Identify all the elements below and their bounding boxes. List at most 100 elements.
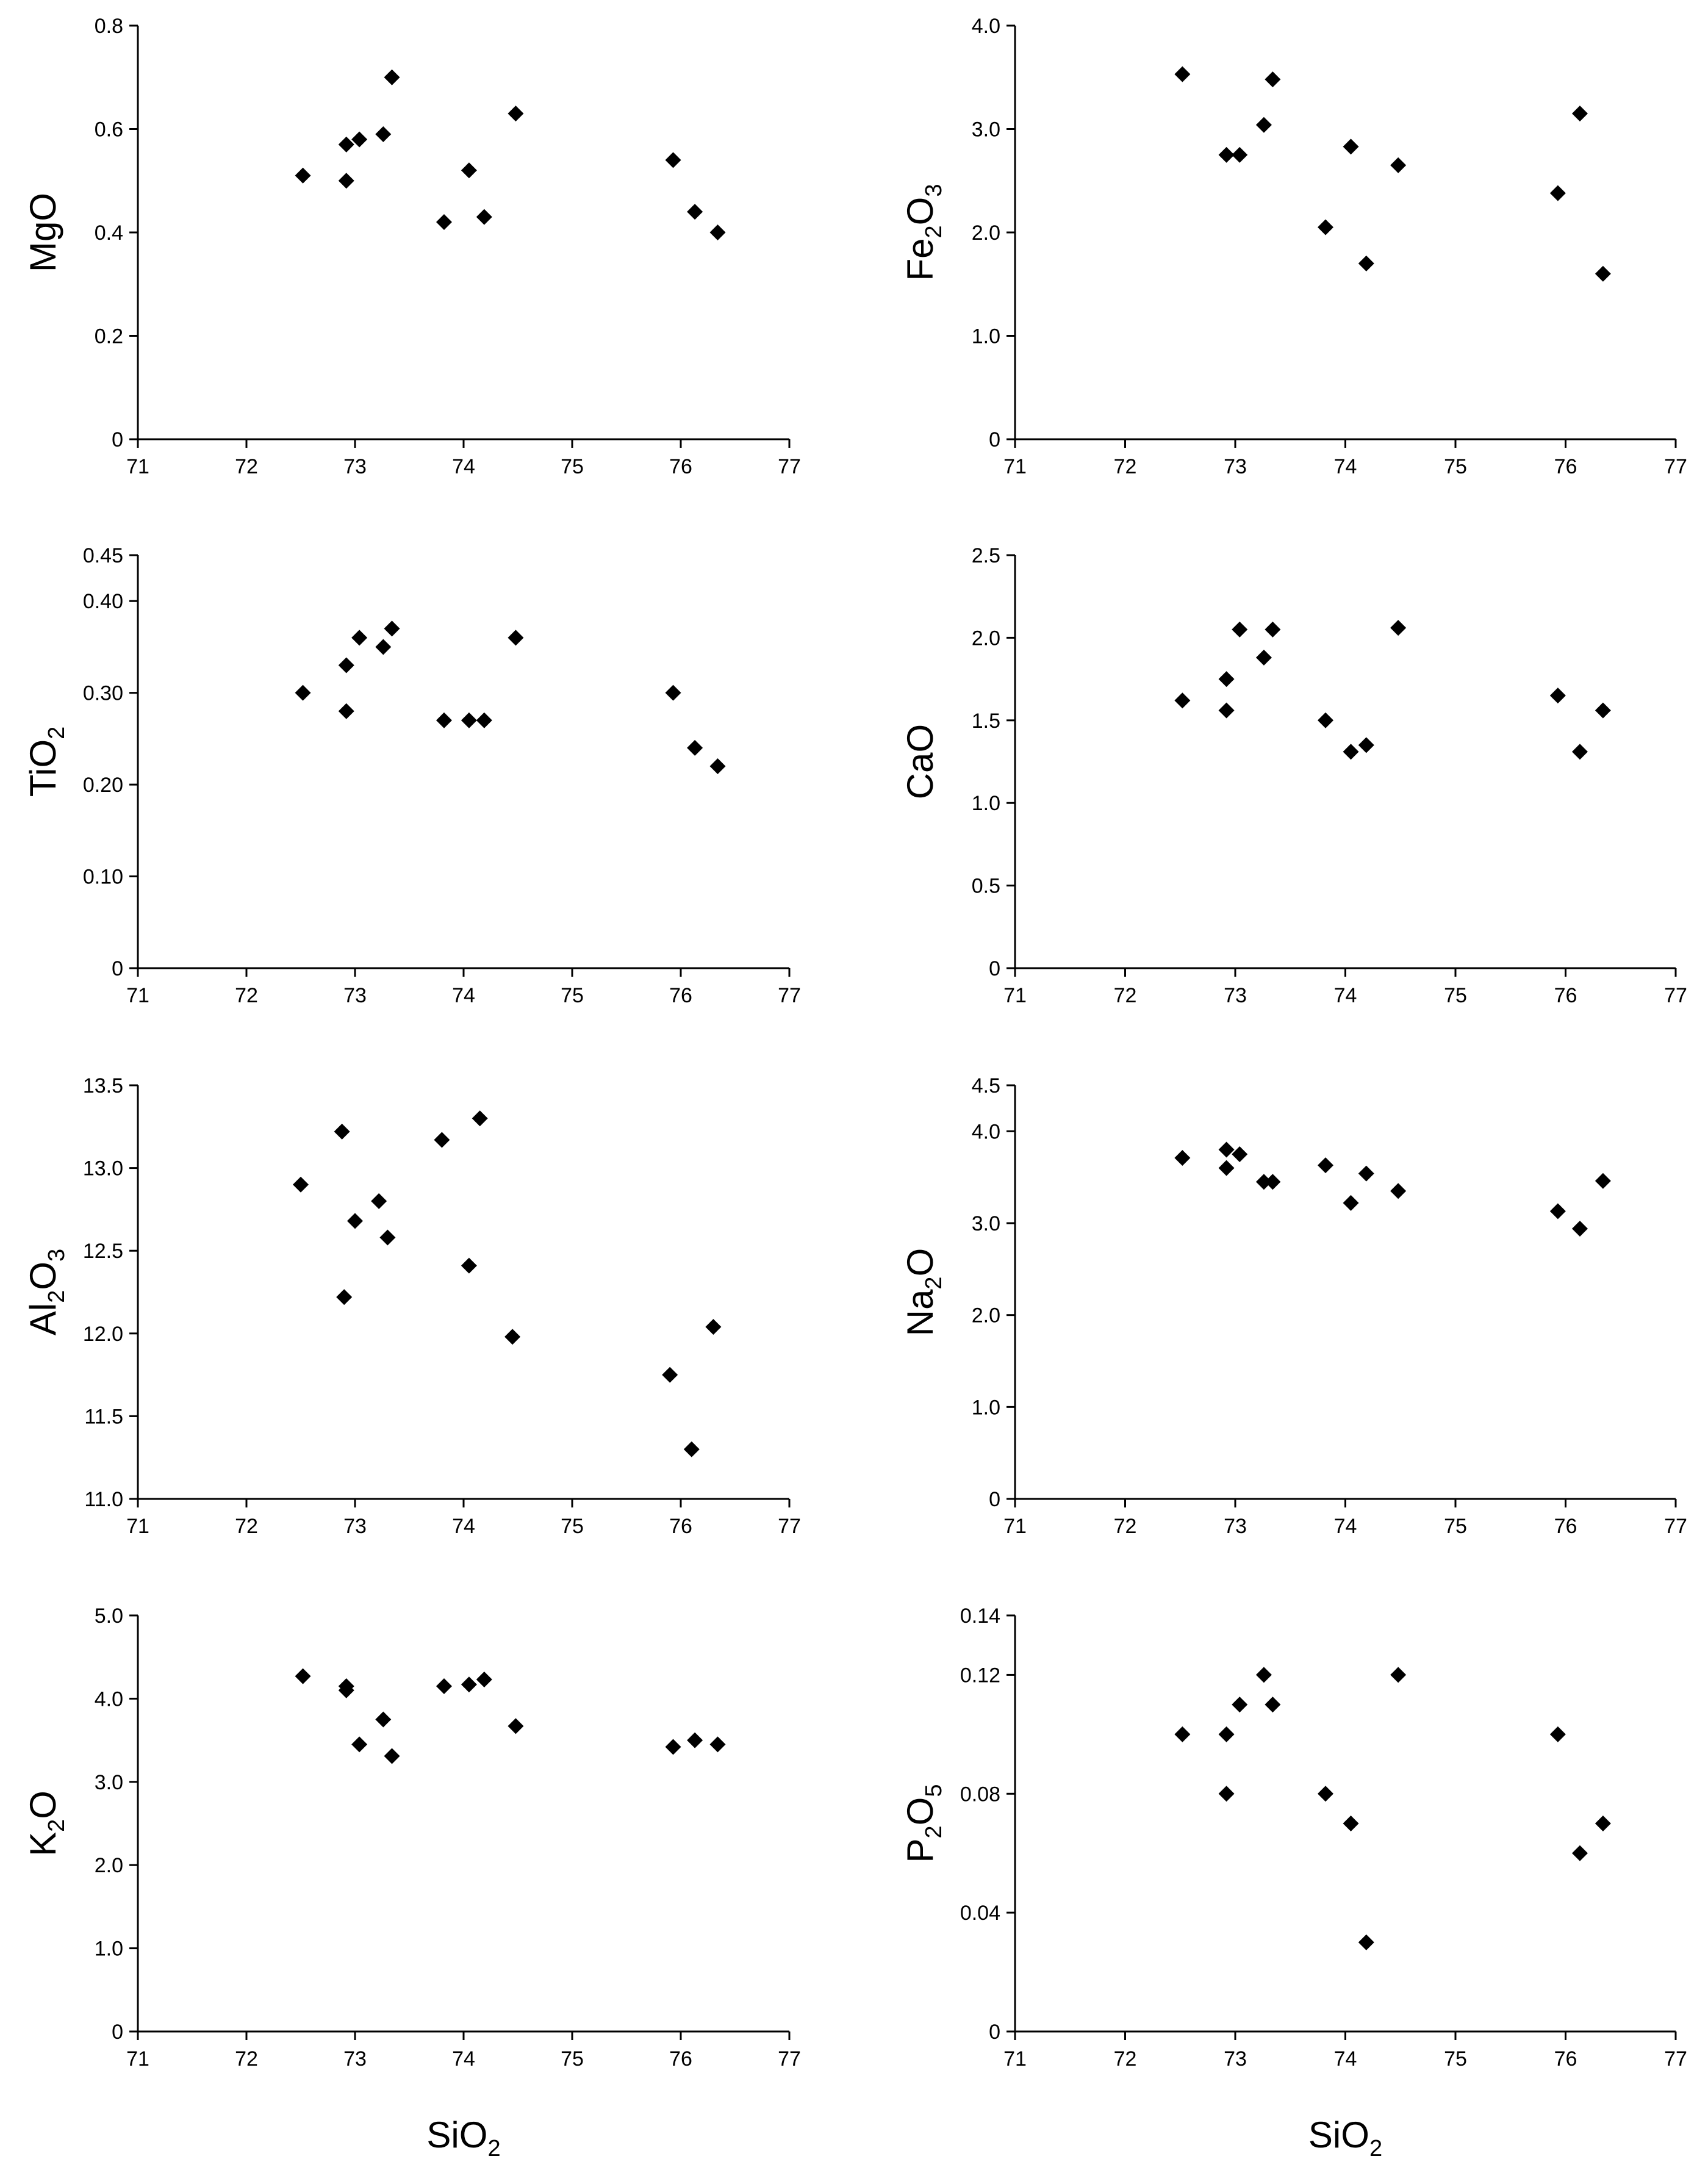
y-tick-label: 4.0	[972, 1120, 1000, 1143]
data-point	[1571, 106, 1588, 122]
label-subscript: 3	[921, 184, 947, 197]
y-tick-label: 0.08	[960, 1783, 1000, 1806]
data-point	[293, 1176, 309, 1193]
y-tick-label: 1.0	[972, 1396, 1000, 1419]
data-point	[1595, 1173, 1611, 1189]
x-tick-label: 73	[1224, 2047, 1247, 2071]
data-point	[1595, 265, 1611, 282]
data-point	[338, 173, 354, 189]
data-point	[508, 1718, 524, 1734]
data-point	[1265, 1174, 1281, 1190]
data-point	[687, 739, 703, 756]
data-point	[334, 1123, 350, 1140]
x-axis-label: SiO2	[1308, 2114, 1382, 2159]
label-subscript: 3	[44, 1249, 70, 1262]
y-axis-label: CaO	[900, 724, 941, 799]
x-tick-label: 74	[452, 455, 475, 478]
data-point	[351, 1736, 368, 1753]
label-text: Na	[900, 1289, 941, 1336]
data-point	[295, 1668, 311, 1684]
label-subscript: 2	[44, 727, 70, 739]
y-tick-label: 1.0	[95, 1938, 123, 1961]
x-tick-label: 71	[1003, 984, 1027, 1007]
x-tick-label: 75	[561, 2047, 584, 2071]
y-tick-label: 3.0	[972, 118, 1000, 142]
y-tick-label: 4.0	[972, 15, 1000, 38]
y-tick-label: 2.5	[972, 544, 1000, 567]
data-point	[1549, 688, 1566, 704]
y-tick-label: 2.0	[95, 1854, 123, 1877]
x-tick-label: 72	[235, 455, 258, 478]
data-point	[709, 758, 726, 775]
data-point	[1549, 185, 1566, 201]
data-point	[384, 620, 400, 637]
data-point	[1232, 146, 1248, 163]
y-tick-label: 0.4	[95, 221, 123, 245]
x-tick-label: 72	[1114, 2047, 1137, 2071]
data-point	[338, 703, 354, 719]
data-point	[1318, 1157, 1334, 1174]
label-text: O	[900, 197, 941, 226]
data-point	[472, 1110, 488, 1127]
x-tick-label: 73	[343, 2047, 367, 2071]
data-point	[338, 657, 354, 674]
data-point	[709, 225, 726, 240]
data-point	[375, 126, 392, 142]
y-tick-label: 3.0	[95, 1771, 123, 1794]
data-point	[1318, 1786, 1334, 1802]
x-tick-label: 75	[561, 1515, 584, 1538]
label-subscript: 2	[487, 2136, 500, 2159]
data-point	[508, 106, 524, 122]
y-tick-label: 11.5	[84, 1405, 123, 1428]
y-tick-label: 4.5	[972, 1074, 1000, 1097]
data-point	[1232, 1697, 1248, 1713]
data-point	[1218, 146, 1235, 163]
data-point	[1174, 66, 1191, 82]
label-text: P	[900, 1838, 941, 1863]
data-point	[476, 712, 492, 728]
y-axis-label: Al2O3	[23, 1249, 70, 1335]
data-point	[351, 131, 368, 148]
label-text: SiO	[426, 2114, 487, 2155]
y-tick-label: 0.10	[83, 866, 123, 889]
x-tick-label: 74	[1334, 455, 1357, 478]
data-point	[1218, 702, 1235, 719]
y-tick-label: 0.8	[95, 15, 123, 38]
data-point	[1595, 1816, 1611, 1831]
y-tick-label: 4.0	[95, 1687, 123, 1711]
data-point	[1571, 1221, 1588, 1237]
data-point	[1571, 1845, 1588, 1861]
data-point	[1318, 712, 1334, 728]
data-point	[1390, 620, 1407, 636]
x-tick-label: 76	[669, 1515, 692, 1538]
x-tick-label: 76	[1554, 455, 1577, 478]
label-subscript: 2	[921, 1825, 947, 1838]
x-tick-label: 74	[1334, 2047, 1357, 2071]
y-tick-label: 0.20	[83, 774, 123, 797]
data-point	[1343, 138, 1359, 155]
y-tick-label: 0	[989, 957, 1000, 980]
x-tick-label: 74	[452, 2047, 475, 2071]
x-tick-label: 71	[1003, 2047, 1027, 2071]
data-point	[1549, 1203, 1566, 1220]
y-tick-label: 3.0	[972, 1212, 1000, 1235]
data-point	[1232, 621, 1248, 638]
data-point	[1343, 1194, 1359, 1211]
x-tick-label: 71	[126, 984, 149, 1007]
data-point	[347, 1213, 363, 1229]
data-point	[1390, 157, 1407, 173]
x-tick-label: 72	[235, 984, 258, 1007]
data-point	[461, 162, 477, 179]
label-text: MgO	[23, 193, 63, 272]
data-point	[338, 1682, 354, 1698]
x-axis-label: SiO2	[426, 2114, 500, 2159]
label-subscript: 2	[44, 1290, 70, 1303]
x-tick-label: 77	[778, 1515, 801, 1538]
label-text: O	[900, 1248, 941, 1277]
data-point	[1265, 1697, 1281, 1713]
label-text: K	[23, 1832, 63, 1856]
data-point	[1218, 671, 1235, 688]
x-tick-label: 74	[1334, 1515, 1357, 1538]
